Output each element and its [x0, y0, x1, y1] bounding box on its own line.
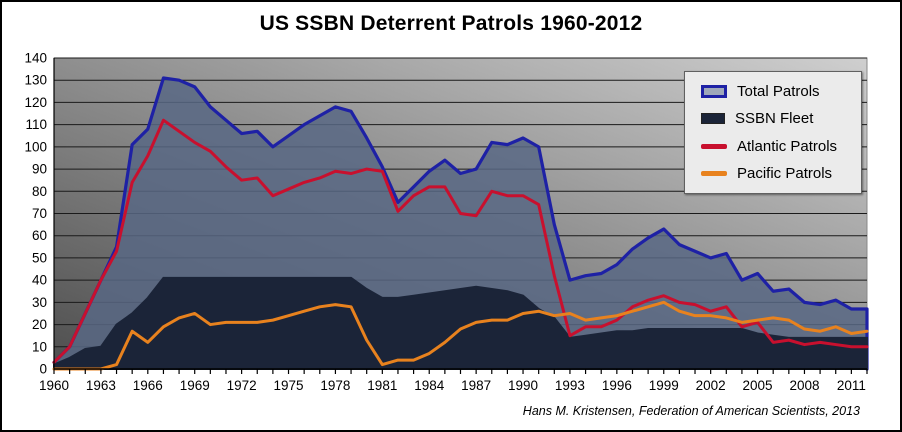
svg-text:1963: 1963 — [86, 378, 116, 393]
svg-text:110: 110 — [25, 117, 47, 132]
svg-text:40: 40 — [32, 273, 47, 288]
legend-item-pacific-patrols: Pacific Patrols — [701, 165, 861, 182]
svg-text:1978: 1978 — [320, 378, 350, 393]
legend-item-ssbn-fleet: SSBN Fleet — [701, 110, 861, 127]
legend-label: Pacific Patrols — [737, 164, 833, 182]
svg-text:2011: 2011 — [837, 378, 866, 393]
svg-text:1984: 1984 — [414, 378, 445, 393]
svg-text:1996: 1996 — [602, 378, 632, 393]
svg-text:60: 60 — [32, 228, 47, 243]
svg-text:120: 120 — [24, 95, 47, 110]
svg-text:1999: 1999 — [649, 378, 679, 393]
legend: Total Patrols SSBN Fleet Atlantic Patrol… — [684, 71, 862, 194]
svg-text:1972: 1972 — [227, 378, 257, 393]
svg-text:130: 130 — [24, 73, 47, 88]
atlantic-patrols-swatch — [701, 143, 727, 149]
svg-text:1975: 1975 — [273, 378, 303, 393]
svg-text:100: 100 — [24, 139, 47, 154]
svg-text:10: 10 — [32, 339, 47, 354]
svg-text:1987: 1987 — [461, 378, 491, 393]
svg-text:140: 140 — [24, 51, 47, 66]
attribution: Hans M. Kristensen, Federation of Americ… — [522, 404, 860, 418]
svg-text:2005: 2005 — [743, 378, 773, 393]
svg-text:2008: 2008 — [789, 378, 819, 393]
legend-item-atlantic-patrols: Atlantic Patrols — [701, 138, 861, 155]
ssbn-fleet-swatch — [701, 113, 725, 125]
svg-text:50: 50 — [32, 250, 47, 265]
svg-text:0: 0 — [39, 362, 47, 377]
svg-text:1966: 1966 — [133, 378, 163, 393]
legend-label: Atlantic Patrols — [737, 137, 838, 155]
svg-text:1990: 1990 — [508, 378, 538, 393]
legend-label: SSBN Fleet — [735, 110, 814, 128]
svg-text:1969: 1969 — [180, 378, 210, 393]
svg-text:80: 80 — [32, 184, 47, 199]
svg-text:1993: 1993 — [555, 378, 585, 393]
pacific-patrols-swatch — [701, 170, 727, 176]
chart-title: US SSBN Deterrent Patrols 1960-2012 — [259, 12, 643, 35]
total-patrols-swatch — [701, 85, 727, 99]
legend-label: Total Patrols — [737, 83, 820, 101]
svg-text:70: 70 — [32, 206, 47, 221]
svg-text:1960: 1960 — [39, 378, 69, 393]
svg-text:30: 30 — [32, 295, 47, 310]
legend-item-total-patrols: Total Patrols — [701, 83, 861, 100]
svg-text:90: 90 — [32, 162, 47, 177]
svg-text:20: 20 — [32, 317, 47, 332]
svg-text:2002: 2002 — [696, 378, 726, 393]
svg-text:1981: 1981 — [367, 378, 397, 393]
